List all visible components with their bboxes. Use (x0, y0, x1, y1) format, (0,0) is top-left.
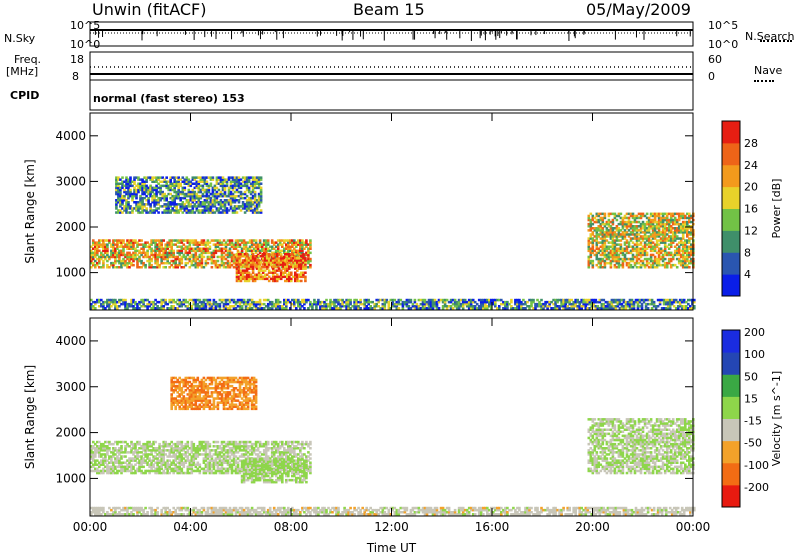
nsearch-label: N.Search (745, 30, 795, 43)
colorbar-2-swatch (722, 330, 740, 353)
colorbar-1-swatch (722, 142, 740, 166)
colorbar-2-swatch (722, 462, 740, 486)
heatmap-2-region-3 (170, 376, 258, 411)
freq-tick-high: 18 (70, 53, 84, 66)
y-tick-label: 1000 (55, 266, 86, 280)
colorbar-2-swatch (722, 374, 740, 397)
colorbar-2-swatch (722, 440, 740, 464)
colorbar-1-swatch (722, 121, 740, 144)
beam-title: Beam 15 (353, 0, 425, 19)
y-tick-label: 4000 (55, 129, 86, 143)
nave-label: Nave (754, 64, 783, 77)
colorbar-1-label: Power [dB] (770, 179, 783, 239)
nave-tick-high: 60 (708, 53, 722, 66)
x-tick-label: 04:00 (173, 520, 208, 534)
nsearch-legend-line (760, 40, 792, 42)
heatmap-1-region-2 (235, 253, 307, 283)
nave-tick-low: 0 (708, 70, 715, 83)
colorbar-tick-label: -50 (744, 437, 762, 450)
date-title: 05/May/2009 (586, 0, 691, 19)
colorbar-tick-label: -200 (744, 481, 769, 494)
y-tick-label: 3000 (55, 380, 86, 394)
station-title: Unwin (fitACF) (92, 0, 207, 19)
freq-label: Freq. (14, 53, 42, 66)
colorbar-tick-label: 16 (744, 203, 758, 216)
heatmap-2-bg (90, 318, 693, 516)
cpid-label: CPID (10, 89, 40, 102)
x-tick-label: 12:00 (374, 520, 409, 534)
colorbar-tick-label: 20 (744, 181, 758, 194)
cpid-text: normal (fast stereo) 153 (93, 92, 245, 105)
nsearch-tick-high: 10^5 (708, 19, 739, 32)
y-tick-label: 3000 (55, 174, 86, 188)
nsearch-tick-low: 10^0 (708, 38, 739, 51)
x-tick-label: 00:00 (676, 520, 711, 534)
x-axis-label: Time UT (366, 541, 417, 554)
colorbar-tick-label: 15 (744, 392, 758, 405)
colorbar-1-frame (721, 120, 741, 297)
y-axis-label: Slant Range [km] (23, 365, 37, 469)
x-tick-label: 16:00 (475, 520, 510, 534)
freq-panel-frame (89, 51, 694, 81)
freq-unit: [MHz] (6, 65, 39, 78)
heatmap-1-region-5 (90, 298, 696, 310)
colorbar-tick-label: -15 (744, 415, 762, 428)
colorbar-2-frame (721, 329, 741, 508)
nsky-tick-low: 10^0 (70, 38, 101, 51)
colorbar-1-swatch (722, 274, 740, 297)
nsky-tick-high: 10^5 (70, 19, 101, 32)
colorbar-tick-label: 8 (744, 246, 751, 259)
freq-tick-low: 8 (72, 70, 79, 83)
y-tick-label: 1000 (55, 471, 86, 485)
x-tick-label: 20:00 (575, 520, 610, 534)
colorbar-1-swatch (722, 252, 740, 275)
y-tick-label: 2000 (55, 220, 86, 234)
colorbar-tick-label: 50 (744, 370, 758, 383)
colorbar-1-swatch (722, 164, 740, 188)
nsky-label: N.Sky (4, 32, 36, 45)
colorbar-tick-label: 100 (744, 348, 765, 361)
cpid-panel-frame (89, 79, 694, 111)
colorbar-tick-label: 28 (744, 137, 758, 150)
y-tick-label: 2000 (55, 426, 86, 440)
x-tick-label: 00:00 (73, 520, 108, 534)
colorbar-tick-label: 4 (744, 268, 751, 281)
colorbar-2-label: Velocity [m s^-1] (770, 371, 783, 466)
colorbar-tick-label: 200 (744, 326, 765, 339)
colorbar-tick-label: -100 (744, 459, 769, 472)
colorbar-2-swatch (722, 418, 740, 442)
nave-legend-line (754, 80, 774, 82)
nsky-panel-frame (89, 21, 694, 47)
colorbar-2-swatch (722, 484, 740, 508)
colorbar-tick-label: 24 (744, 159, 758, 172)
x-tick-label: 08:00 (274, 520, 309, 534)
heatmap-1-region-3 (115, 176, 263, 214)
colorbar-1-swatch (722, 230, 740, 253)
colorbar-2-swatch (722, 396, 740, 419)
colorbar-tick-label: 12 (744, 224, 758, 237)
heatmap-2-region-2 (240, 458, 308, 484)
y-axis-label: Slant Range [km] (23, 159, 37, 263)
colorbar-1-swatch (722, 208, 740, 231)
colorbar-2-swatch (722, 352, 740, 375)
colorbar-1-swatch (722, 186, 740, 209)
y-tick-label: 4000 (55, 334, 86, 348)
heatmap-2-region-5 (90, 506, 696, 516)
